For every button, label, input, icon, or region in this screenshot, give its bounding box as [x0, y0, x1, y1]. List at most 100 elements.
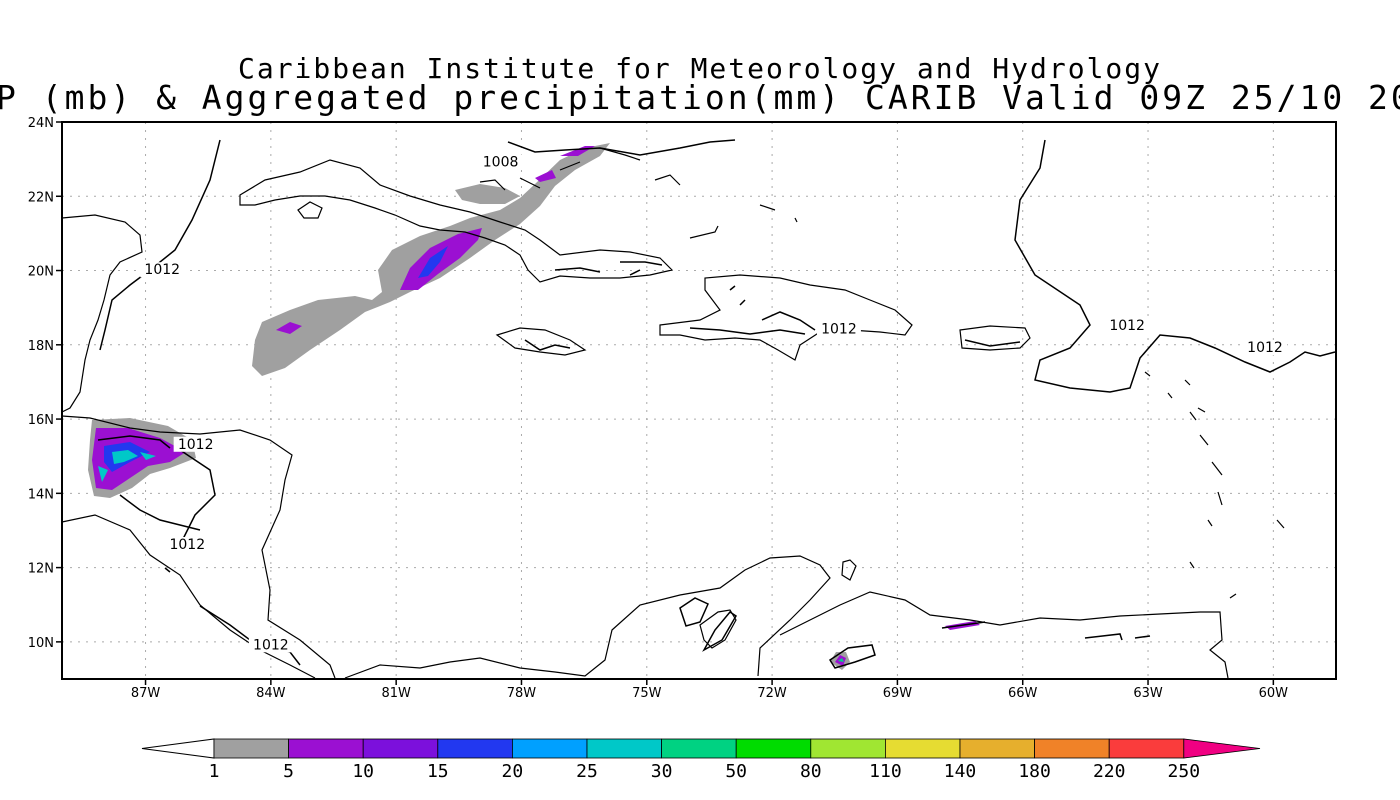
lat-tick-label: 24N	[28, 116, 54, 131]
coastlines	[61, 147, 1285, 679]
precip-area-venezuela-green	[838, 658, 844, 662]
pressure-label: 1012	[253, 637, 289, 653]
coastline-lake-maracaibo	[699, 609, 737, 649]
coastline-central-america	[61, 415, 336, 679]
coastline-puerto-rico	[959, 325, 1031, 351]
isobar-1012-atlantic	[1014, 139, 1336, 393]
isobar-jamaica	[524, 339, 571, 351]
precip-area-cuba-east	[455, 184, 520, 204]
precip-area-cuba-blue	[418, 246, 448, 278]
lon-tick-label: 87W	[131, 686, 161, 701]
lon-tick-label: 84W	[256, 686, 286, 701]
isobar-venezuela-3	[828, 644, 876, 669]
lon-tick-label: 78W	[507, 686, 537, 701]
colorbar-segment	[735, 738, 812, 759]
colorbar-label: 250	[1168, 761, 1201, 782]
colorbar-arrow-low	[141, 738, 215, 759]
colorbar-arrow-high	[1183, 738, 1261, 759]
lon-tick-label: 75W	[632, 686, 662, 701]
chart-subtitle: P (mb) & Aggregated precipitation(mm) CA…	[0, 78, 1400, 117]
coastline-central-america-pacific	[61, 514, 316, 679]
colorbar-segment	[1108, 738, 1185, 759]
lat-tick-label: 18N	[28, 339, 54, 354]
colorbar-label: 10	[352, 761, 374, 782]
isobar-hispaniola-interior	[729, 285, 816, 331]
colorbar-segment	[362, 738, 439, 759]
pressure-label: 1012	[1247, 340, 1283, 356]
lat-tick-label: 12N	[28, 562, 54, 577]
colorbar: 1 5 10 15 20 25 30 50 80 110 140 180 220 250	[141, 738, 1261, 782]
lon-tick-label: 66W	[1008, 686, 1038, 701]
pressure-label: 1012	[169, 537, 205, 553]
isobar-venezuela-1	[679, 597, 709, 627]
lon-tick-label: 69W	[883, 686, 913, 701]
isobar-1012-hispaniola	[689, 327, 806, 335]
isobar-puerto-rico	[964, 339, 1021, 347]
lat-tick-label: 22N	[28, 190, 54, 205]
isobar-1012-honduras	[97, 435, 216, 546]
pressure-label: 1012	[144, 262, 180, 278]
precip-area-cuba-purple-2	[276, 322, 302, 334]
colorbar-label: 220	[1093, 761, 1126, 782]
precipitation-shading	[88, 143, 980, 670]
pressure-labels: 1008 1012 1012 1012 1012 1012 1012 1012	[140, 154, 1287, 653]
colorbar-segment	[288, 738, 364, 759]
colorbar-label: 15	[427, 761, 449, 782]
colorbar-segment	[661, 738, 737, 759]
isobar-margarita	[941, 621, 1151, 641]
isobar-1012-yucatan	[99, 139, 221, 351]
lat-tick-label: 14N	[28, 487, 54, 502]
pressure-label-bg	[173, 436, 218, 452]
colorbar-label: 20	[502, 761, 524, 782]
pressure-label-bg	[1105, 317, 1150, 333]
precip-area-honduras-purple	[92, 428, 186, 490]
map-frame	[61, 121, 1337, 680]
colorbar-segment	[885, 738, 961, 759]
coastline-cuba	[239, 159, 674, 283]
isobar-cuba	[554, 261, 663, 276]
colorbar-label: 5	[283, 761, 294, 782]
lat-tick-label: 16N	[28, 413, 54, 428]
precip-area-honduras-cyan	[98, 450, 156, 482]
map-axes: 87W 84W 81W 78W 75W 72W 69W 66W 63W 60W 24N 22N 20N 1…	[28, 116, 1288, 701]
pressure-label-bg	[248, 637, 293, 653]
colorbar-label: 110	[869, 761, 902, 782]
colorbar-label: 50	[725, 761, 747, 782]
colorbar-label: 1	[209, 761, 220, 782]
pressure-label: 1012	[821, 322, 857, 338]
precip-area-bahamas-purple	[535, 146, 595, 182]
pressure-label: 1012	[178, 437, 214, 453]
colorbar-segment	[213, 738, 289, 759]
lon-tick-label: 60W	[1259, 686, 1289, 701]
coastline-bahamas	[479, 147, 798, 239]
colorbar-label: 180	[1018, 761, 1051, 782]
coastline-aruba	[841, 559, 857, 581]
pressure-label: 1012	[1109, 318, 1145, 334]
coastline-lesser-antilles	[1144, 371, 1285, 599]
lat-tick-label: 20N	[28, 265, 54, 280]
colorbar-segment	[437, 738, 513, 759]
colorbar-segment	[586, 738, 662, 759]
lat-tick-label: 10N	[28, 636, 54, 651]
colorbar-segment	[959, 738, 1035, 759]
coastline-yucatan	[61, 214, 143, 413]
pressure-label-bg	[816, 321, 861, 337]
chart-title: Caribbean Institute for Meteorology and …	[237, 52, 1162, 85]
colorbar-segment	[512, 738, 588, 759]
colorbar-label: 25	[576, 761, 598, 782]
map-gridlines	[62, 121, 1336, 679]
colorbar-label: 80	[800, 761, 822, 782]
lon-tick-label: 72W	[757, 686, 787, 701]
isobar-1008-north	[507, 139, 736, 156]
lon-tick-label: 81W	[381, 686, 411, 701]
pressure-label-bg	[165, 537, 210, 553]
colorbar-label: 140	[944, 761, 977, 782]
pressure-label-bg	[478, 154, 523, 170]
coastline-isla-juventud	[297, 201, 323, 219]
pressure-label-bg	[140, 262, 185, 278]
coastline-hispaniola	[659, 274, 913, 361]
lon-tick-label: 63W	[1133, 686, 1163, 701]
colorbar-segment	[810, 738, 886, 759]
coastline-south-america	[344, 555, 1229, 679]
